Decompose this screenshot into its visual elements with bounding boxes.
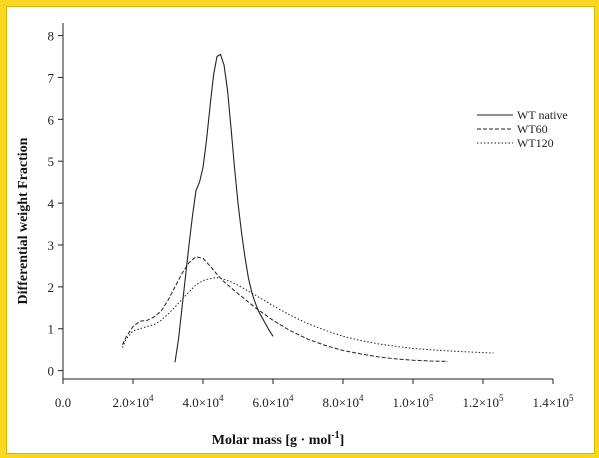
series-line-wt120: [122, 277, 494, 354]
x-tick-label: 8.0×104: [322, 393, 364, 410]
plot-area: [122, 53, 494, 363]
y-tick-label: 5: [48, 154, 55, 169]
y-tick-label: 7: [48, 70, 55, 85]
x-tick-label: 1.2×105: [462, 393, 504, 410]
y-tick-label: 2: [48, 280, 55, 295]
x-axis-title-close: ]: [340, 433, 345, 448]
series-line-wt60: [122, 256, 449, 362]
x-axis-title-text: Molar mass [g · mol: [212, 433, 332, 448]
x-tick-label: 0.0: [55, 395, 71, 410]
x-tick-label: 6.0×104: [252, 393, 294, 410]
chart: 0.0 2.0×104 4.0×104 6.0×104 8.0×104 1.0×105 1.…: [16, 23, 574, 448]
y-tick-label: 4: [48, 196, 55, 211]
y-tick-label: 3: [48, 238, 55, 253]
x-tick-label: 1.0×105: [392, 393, 434, 410]
y-tick-label: 1: [48, 322, 55, 337]
x-tick-label: 4.0×104: [182, 393, 224, 410]
y-axis: 0 1 2 3 4 5 6 7 8: [48, 23, 64, 379]
chart-frame: 0.0 2.0×104 4.0×104 6.0×104 8.0×104 1.0×105 1.…: [6, 6, 595, 454]
y-tick-label: 0: [48, 364, 55, 379]
y-axis-title: Differential weight Fraction: [16, 137, 31, 304]
x-axis-title-sup: -1: [331, 430, 339, 441]
x-axis: 0.0 2.0×104 4.0×104 6.0×104 8.0×104 1.0×105 1.…: [55, 378, 574, 410]
y-tick-label: 6: [48, 112, 55, 127]
x-tick-label: 2.0×104: [112, 393, 154, 410]
y-tick-label: 8: [48, 29, 55, 44]
series-line-wt-native: [174, 53, 274, 363]
x-tick-label: 1.4×105: [532, 393, 574, 410]
x-axis-title: Molar mass [g · mol-1]: [212, 430, 345, 448]
legend-label: WT120: [517, 136, 554, 150]
legend-label: WT60: [517, 122, 548, 136]
legend-label: WT native: [517, 108, 568, 122]
